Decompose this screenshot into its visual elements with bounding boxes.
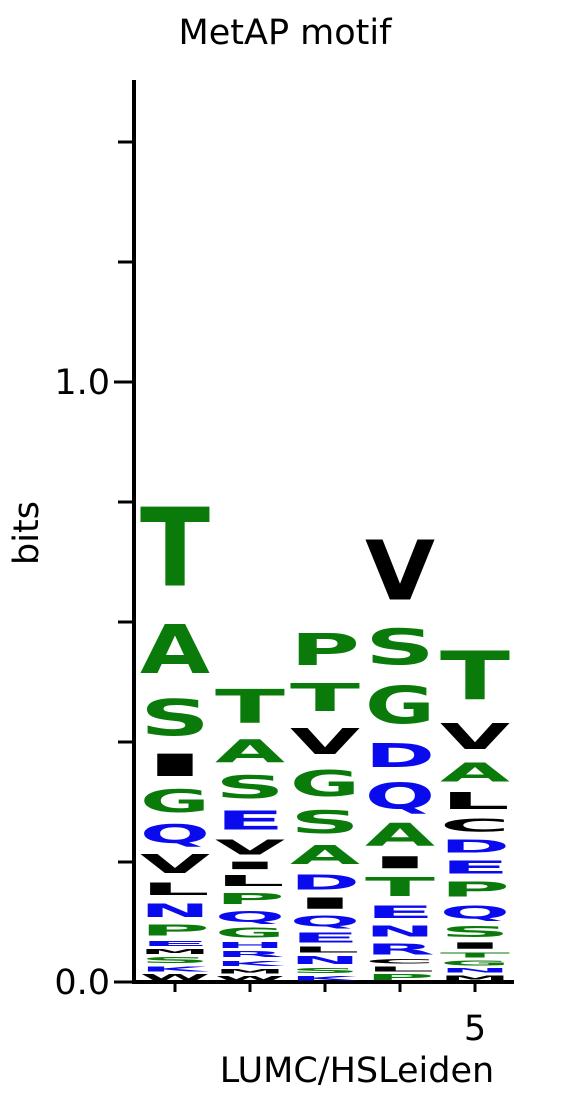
logo-letter-T: T	[440, 951, 511, 959]
logo-letter-A: A	[290, 840, 361, 870]
logo-letter-Q: Q	[215, 908, 285, 926]
logo-letter-E: E	[140, 940, 210, 948]
logo-letter-L: L	[440, 788, 510, 815]
logo-letter-L: L	[215, 872, 285, 890]
logo-letter-A: A	[140, 611, 211, 689]
logo-letter-L: L	[365, 965, 435, 973]
logo-letter-E: E	[440, 857, 510, 878]
logo-letter-Q: Q	[290, 912, 360, 930]
chart-title: MetAP motif	[179, 13, 393, 53]
y-axis-label: bits	[7, 501, 47, 565]
logo-letter-N: N	[365, 922, 435, 940]
logo-letter-V: V	[440, 716, 510, 758]
logo-letter-V: V	[290, 721, 360, 763]
logo-letter-L: L	[290, 946, 360, 955]
logo-letter-N: N	[290, 955, 360, 967]
logo-letter-V: V	[140, 849, 211, 879]
logo-letter-K: K	[290, 975, 361, 982]
logo-letter-H: H	[215, 941, 285, 950]
logo-letter-P: P	[140, 922, 210, 940]
logo-letter-K: K	[215, 959, 285, 967]
logo-letter-S: S	[140, 690, 210, 748]
logo-letter-W: W	[215, 975, 285, 982]
logo-letter-Q: Q	[140, 820, 210, 850]
logo-letter-L: L	[140, 879, 210, 899]
logo-letter-C: C	[365, 958, 435, 965]
logo-letter-N: N	[440, 967, 510, 974]
logo-letter-E: E	[290, 931, 360, 946]
logo-letter-G: G	[215, 926, 285, 941]
logo-letter-I: I	[290, 895, 360, 913]
logo-letter-A: A	[365, 817, 435, 853]
logo-letter-P: P	[365, 973, 435, 982]
logo-letter-R: R	[215, 950, 285, 960]
logo-letter-E: E	[215, 806, 285, 836]
logo-letter-Q: Q	[365, 775, 435, 817]
logo-letter-S: S	[290, 967, 360, 975]
logo-letter-K: K	[140, 965, 210, 973]
logo-letter-N: N	[140, 900, 210, 922]
logo-letter-S: S	[215, 770, 285, 806]
logo-letter-D: D	[365, 736, 435, 775]
y-tick-label: 0.0	[54, 963, 110, 1003]
logo-letter-P: P	[215, 890, 285, 908]
logo-letter-T: T	[440, 639, 510, 716]
y-axis: 0.0 1.0	[54, 80, 136, 1003]
logo-letter-A: A	[215, 734, 285, 770]
x-axis: 5	[132, 980, 514, 1049]
logo-letter-T: T	[290, 676, 360, 721]
logo-letter-G: G	[140, 784, 210, 820]
y-tick-label: 1.0	[54, 363, 110, 403]
logo-letter-P: P	[440, 878, 510, 902]
logo-letter-M: M	[440, 974, 510, 982]
logo-letter-Q: Q	[440, 902, 510, 923]
x-tick-label: 5	[464, 1009, 486, 1049]
logo-letter-T: T	[215, 680, 285, 734]
logo-letter-G: G	[290, 763, 360, 805]
logo-letter-S: S	[365, 620, 435, 676]
logo-letter-G: G	[365, 676, 435, 736]
logo-letter-M: M	[215, 968, 285, 975]
logo-letter-S: S	[440, 923, 510, 941]
logo-letter-P: P	[290, 624, 360, 675]
logo-letter-E: E	[365, 902, 435, 922]
logo-letter-T: T	[140, 485, 210, 611]
logo-letter-V: V	[365, 524, 435, 619]
logo-letter-A: A	[440, 758, 511, 788]
logo-letter-I: I	[440, 941, 510, 951]
logo-letter-C: C	[440, 815, 510, 836]
logo-letter-R: R	[365, 940, 435, 958]
logo-letter-W: W	[140, 973, 210, 982]
logo-letter-S: S	[140, 956, 210, 965]
logo-letter-I: I	[365, 853, 435, 872]
logo-letter-G: G	[440, 959, 510, 967]
logo-stacks: WKSMEPNLVQGISATWMKRHGQPLIVESATKSNLEQIDAS…	[140, 485, 511, 982]
logo-letter-I: I	[215, 860, 285, 872]
logo-letter-S: S	[290, 804, 360, 840]
logo-letter-T: T	[365, 872, 435, 902]
logo-letter-D: D	[290, 871, 360, 895]
logo-letter-V: V	[215, 836, 285, 860]
logo-letter-M: M	[140, 948, 210, 956]
logo-letter-D: D	[440, 836, 510, 857]
x-axis-label: LUMC/HSLeiden	[220, 1051, 494, 1091]
logo-letter-I: I	[140, 747, 210, 783]
